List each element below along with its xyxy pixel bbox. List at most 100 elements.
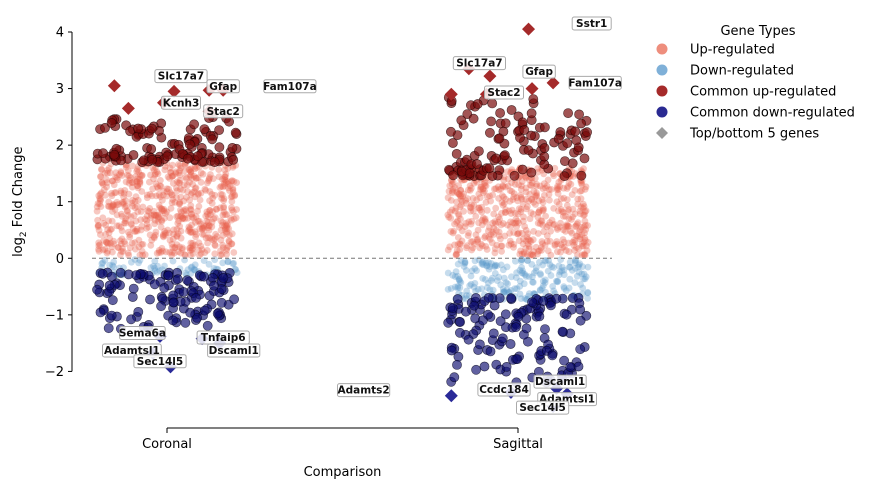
data-point [202, 212, 210, 220]
data-point [530, 199, 537, 206]
data-point [117, 248, 125, 255]
data-point [191, 193, 199, 201]
data-point [505, 207, 513, 215]
data-point [566, 263, 573, 271]
data-point [449, 186, 457, 193]
data-point [182, 251, 189, 259]
data-point [489, 191, 497, 199]
legend-marker [656, 64, 668, 76]
data-point [197, 189, 205, 197]
data-point [543, 238, 551, 245]
data-point [486, 192, 493, 200]
data-point [194, 191, 202, 198]
data-point [581, 221, 589, 229]
data-point [197, 242, 205, 250]
data-point [578, 242, 586, 250]
data-point [229, 185, 237, 192]
data-point [580, 165, 587, 173]
data-point [173, 241, 181, 249]
data-point [558, 208, 566, 215]
data-point [584, 222, 591, 229]
data-point [491, 261, 499, 269]
data-point [96, 200, 104, 208]
data-point [104, 202, 112, 210]
data-point [163, 185, 171, 193]
data-point [521, 223, 529, 230]
data-point [189, 250, 197, 257]
data-point [150, 211, 158, 219]
data-point [470, 179, 478, 187]
data-point [189, 181, 197, 188]
data-point [576, 188, 584, 195]
data-point [226, 182, 234, 190]
data-point [540, 228, 548, 236]
data-point [133, 178, 140, 185]
data-point [225, 238, 233, 246]
data-point [219, 244, 227, 252]
data-point [158, 216, 165, 224]
data-point [500, 193, 508, 201]
data-point [223, 225, 231, 233]
data-point [491, 262, 499, 270]
data-point [581, 208, 589, 216]
data-point [456, 203, 464, 211]
data-point [512, 219, 520, 227]
gene-label: Sec14l5 [137, 356, 183, 368]
top-gene-marker [546, 76, 560, 90]
data-point [511, 285, 519, 293]
data-point [169, 180, 177, 187]
data-point [173, 178, 181, 186]
data-point [109, 202, 117, 210]
data-point [447, 228, 455, 235]
data-point [154, 211, 162, 219]
data-point [457, 186, 465, 194]
data-point [133, 123, 143, 134]
data-point [129, 196, 136, 204]
data-point [498, 248, 505, 255]
data-point [162, 151, 173, 162]
data-point [178, 215, 186, 223]
data-point [135, 243, 143, 251]
data-point [580, 275, 587, 283]
data-point [109, 248, 116, 256]
data-point [547, 272, 555, 279]
data-point [539, 198, 547, 206]
data-point [472, 231, 480, 239]
data-point [581, 186, 589, 193]
data-point [106, 235, 114, 242]
data-point [230, 215, 238, 223]
data-point [128, 199, 136, 207]
data-point [120, 190, 128, 197]
data-point [451, 241, 458, 249]
data-point [117, 187, 125, 195]
data-point [493, 277, 501, 284]
x-tick-label: Sagittal [493, 437, 543, 452]
data-point [169, 191, 176, 199]
data-point [571, 135, 582, 146]
data-point [538, 296, 549, 306]
data-point [447, 197, 455, 204]
data-point [550, 287, 557, 295]
data-point [458, 197, 466, 205]
data-point [528, 261, 536, 268]
data-point [129, 183, 136, 191]
data-point [536, 258, 543, 266]
gene-label-box [203, 104, 244, 119]
data-point [527, 209, 535, 217]
data-point [564, 208, 572, 216]
data-point [488, 328, 499, 339]
data-point [122, 197, 130, 205]
data-point [522, 195, 530, 203]
data-point [98, 166, 105, 174]
data-point [517, 295, 525, 302]
data-point [499, 266, 507, 274]
data-point [444, 194, 452, 202]
data-point [517, 191, 524, 199]
data-point [228, 198, 236, 205]
data-point [138, 222, 146, 230]
data-point [105, 217, 112, 225]
data-point [509, 170, 520, 181]
gene-label: Stac2 [487, 87, 520, 99]
data-point [468, 113, 479, 124]
data-point [518, 195, 526, 203]
